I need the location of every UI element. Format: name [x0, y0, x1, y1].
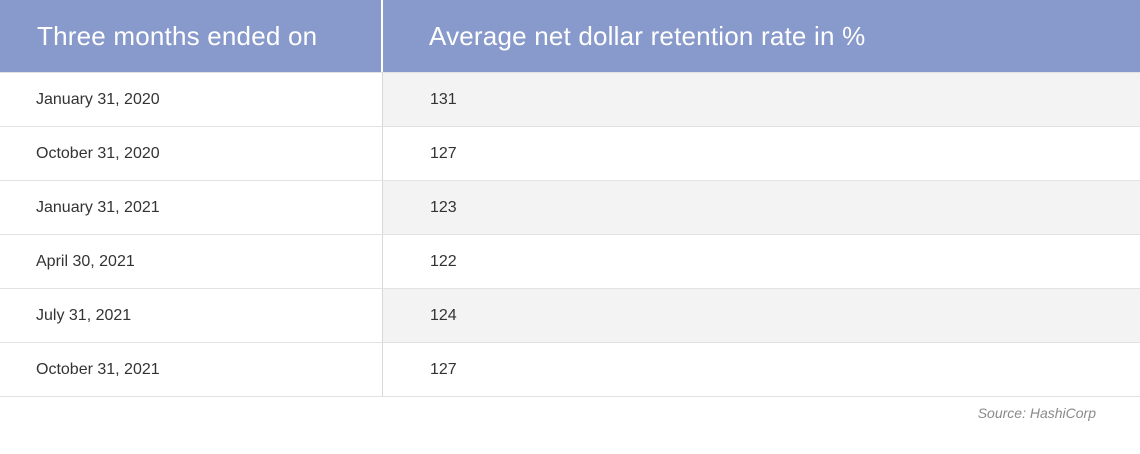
row-rate: 124 — [383, 289, 1140, 342]
row-rate: 122 — [383, 235, 1140, 288]
table-row: January 31, 2021 123 — [0, 180, 1140, 234]
table-row: July 31, 2021 124 — [0, 288, 1140, 342]
table-row: January 31, 2020 131 — [0, 72, 1140, 126]
row-date: April 30, 2021 — [0, 235, 383, 288]
row-rate: 127 — [383, 127, 1140, 180]
row-rate: 123 — [383, 181, 1140, 234]
row-date: January 31, 2020 — [0, 73, 383, 126]
row-date: October 31, 2020 — [0, 127, 383, 180]
header-rate-column: Average net dollar retention rate in % — [429, 20, 866, 51]
table-row: October 31, 2020 127 — [0, 126, 1140, 180]
row-rate: 127 — [383, 343, 1140, 396]
table-row: April 30, 2021 122 — [0, 234, 1140, 288]
source-caption: Source: HashiCorp — [977, 405, 1096, 421]
header-date-column: Three months ended on — [0, 0, 383, 72]
table-row: October 31, 2021 127 — [0, 342, 1140, 396]
row-date: July 31, 2021 — [0, 289, 383, 342]
retention-table: Three months ended on Average net dollar… — [0, 0, 1140, 397]
table-header: Three months ended on Average net dollar… — [0, 0, 1140, 72]
row-date: October 31, 2021 — [0, 343, 383, 396]
row-rate: 131 — [383, 73, 1140, 126]
row-date: January 31, 2021 — [0, 181, 383, 234]
